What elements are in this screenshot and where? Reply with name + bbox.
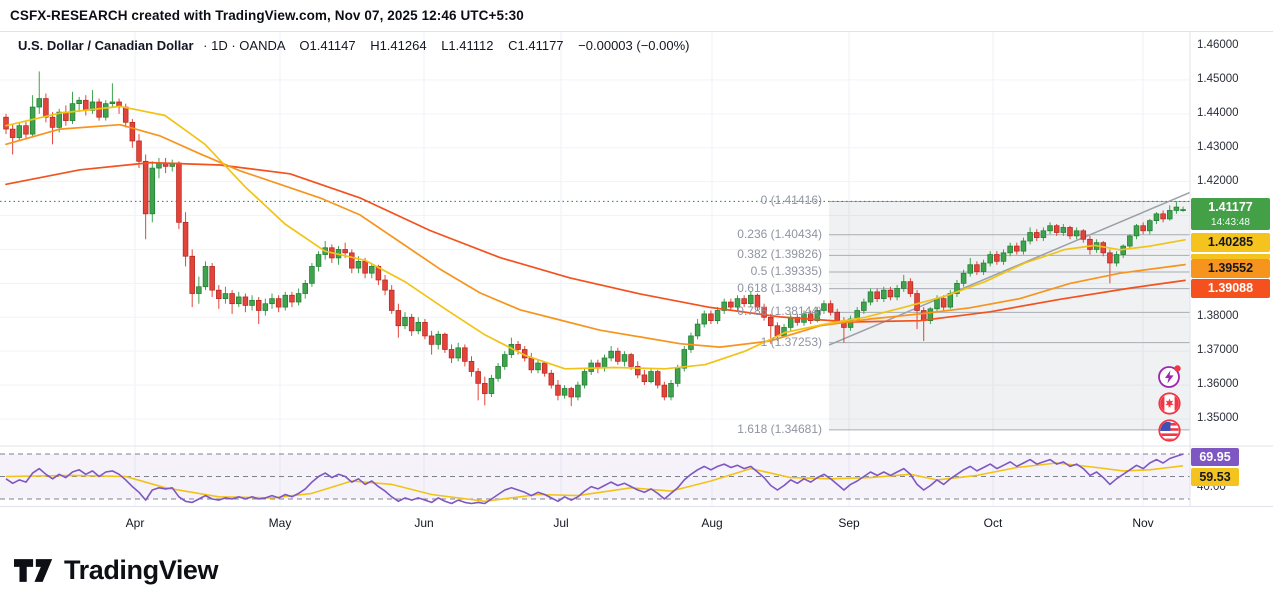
tradingview-logo[interactable]: TradingView [14, 555, 219, 586]
symbol-meta: · 1D · OANDA [203, 38, 285, 53]
ma-slow-value: 1.39088 [1207, 280, 1254, 295]
rsi-value: 69.95 [1199, 450, 1231, 464]
us-flag-icon[interactable] [1157, 418, 1182, 443]
economic-events-icon[interactable] [1157, 364, 1182, 389]
pane-separators [0, 31, 1273, 507]
moving-average-lines [5, 105, 1186, 370]
symbol-name[interactable]: U.S. Dollar / Canadian Dollar [18, 38, 194, 53]
last-price-badge: 1.41177 14:43:48 [1191, 198, 1270, 230]
ohlc-close: C1.41177 [508, 38, 564, 53]
ohlc-change: −0.00003 (−0.00%) [578, 38, 690, 53]
ma-slow-price-badge: 1.39088 [1191, 278, 1270, 298]
rsi-ma-value: 59.53 [1199, 469, 1231, 484]
candlestick-series[interactable] [3, 71, 1186, 407]
attribution-text: CSFX-RESEARCH created with TradingView.c… [10, 8, 524, 23]
tradingview-logo-mark [14, 558, 53, 582]
grid-layer [0, 32, 1190, 506]
event-icons-column [1157, 364, 1184, 445]
rsi-value-badge: 69.95 [1191, 448, 1239, 466]
ma-mid-price-badge: 1.39552 [1191, 259, 1270, 278]
ohlc-low: L1.41112 [441, 38, 494, 53]
ohlc-open: O1.41147 [299, 38, 356, 53]
time-axis[interactable] [0, 507, 1190, 537]
rsi-ma-value-badge: 59.53 [1191, 467, 1239, 486]
attribution-bar: CSFX-RESEARCH created with TradingView.c… [0, 0, 1273, 31]
ma-fast-value: 1.40285 [1207, 235, 1254, 249]
ma-mid-value: 1.39552 [1207, 261, 1254, 275]
last-price-value: 1.41177 [1208, 200, 1253, 214]
ohlc-high: H1.41264 [370, 38, 427, 53]
hidden-badge-sliver [1191, 253, 1270, 259]
bar-countdown: 14:43:48 [1211, 217, 1250, 228]
rsi-indicator-pane[interactable] [0, 453, 1190, 505]
tradingview-wordmark: TradingView [64, 555, 219, 585]
symbol-legend[interactable]: U.S. Dollar / Canadian Dollar · 1D · OAN… [18, 38, 689, 53]
canada-flag-icon[interactable] [1157, 391, 1182, 416]
ma-fast-price-badge: 1.40285 [1191, 233, 1270, 252]
